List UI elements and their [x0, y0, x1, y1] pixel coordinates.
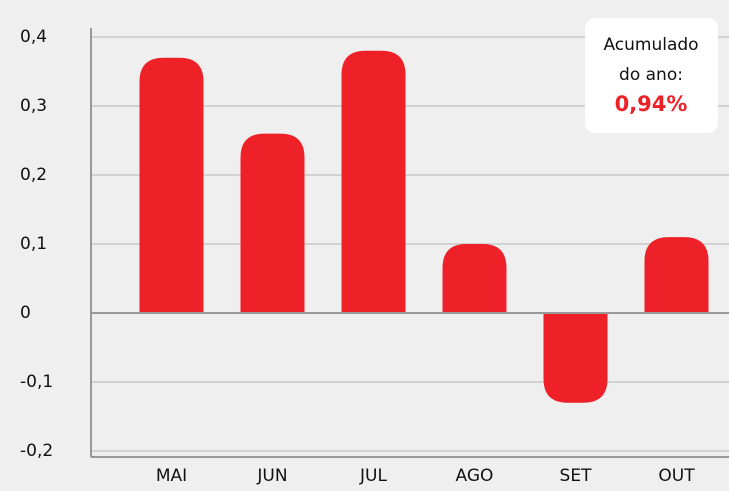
- annotation-text: do ano:: [619, 65, 683, 85]
- x-tick-label: SET: [560, 466, 593, 486]
- x-tick-label: AGO: [456, 466, 494, 486]
- bar: [341, 50, 406, 314]
- annotation-value: 0,94%: [615, 92, 688, 116]
- x-tick-label: MAI: [156, 466, 187, 486]
- y-tick-label: 0,3: [20, 96, 47, 116]
- bar: [139, 57, 204, 314]
- y-tick-label: -0,1: [20, 372, 53, 392]
- y-tick-label: -0,2: [20, 441, 53, 461]
- y-tick-label: 0: [20, 303, 31, 323]
- y-tick-label: 0,4: [20, 27, 47, 47]
- bar: [543, 313, 608, 403]
- x-tick-label: OUT: [658, 466, 695, 486]
- annotation-text: Acumulado: [603, 35, 698, 55]
- y-tick-label: 0,1: [20, 234, 47, 254]
- x-tick-label: JUN: [256, 466, 287, 486]
- bar: [442, 244, 507, 313]
- bar: [240, 133, 305, 313]
- y-tick-label: 0,2: [20, 165, 47, 185]
- x-tick-label: JUL: [359, 466, 387, 486]
- annotation-box: [585, 18, 718, 133]
- bar: [644, 237, 709, 313]
